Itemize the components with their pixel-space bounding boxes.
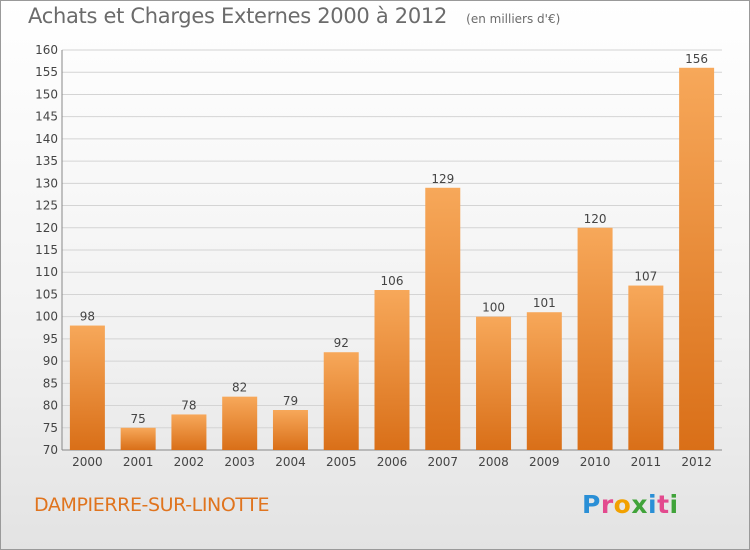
bar-value-label: 98 (80, 310, 95, 324)
y-tick-label: 100 (35, 310, 58, 324)
bar-value-label: 129 (431, 172, 454, 186)
x-tick-label: 2009 (529, 455, 560, 469)
bar (679, 67, 715, 451)
y-tick-label: 140 (35, 132, 58, 146)
title-row: Achats et Charges Externes 2000 à 2012 (… (28, 4, 560, 28)
logo-letter: r (600, 490, 614, 519)
y-tick-label: 115 (35, 243, 58, 257)
logo-letter: i (648, 490, 658, 519)
logo-letter: x (631, 490, 648, 519)
y-tick-label: 95 (43, 332, 58, 346)
bar-value-label: 92 (334, 336, 349, 350)
bar-value-label: 156 (685, 52, 708, 66)
y-tick-label: 130 (35, 176, 58, 190)
bars-layer (69, 67, 715, 451)
bar-value-label: 79 (283, 394, 298, 408)
bar (577, 227, 613, 450)
bar (323, 352, 359, 450)
bar-value-label: 106 (381, 274, 404, 288)
logo-letter: o (613, 490, 632, 519)
logo-letter: t (657, 490, 670, 519)
bar-value-label: 107 (634, 270, 657, 284)
bar-value-label: 101 (533, 296, 556, 310)
bar (120, 427, 156, 450)
logo-letter: i (669, 490, 679, 519)
x-tick-label: 2012 (681, 455, 712, 469)
bar (272, 410, 308, 450)
y-tick-label: 125 (35, 199, 58, 213)
x-tick-label: 2003 (224, 455, 255, 469)
y-tick-label: 155 (35, 65, 58, 79)
commune-name: DAMPIERRE-SUR-LINOTTE (34, 494, 270, 516)
y-tick-label: 85 (43, 376, 58, 390)
chart-title: Achats et Charges Externes 2000 à 2012 (28, 4, 448, 28)
x-tick-label: 2007 (427, 455, 458, 469)
chart-subtitle: (en milliers d'€) (466, 12, 561, 26)
x-tick-label: 2006 (377, 455, 408, 469)
bar (628, 285, 664, 450)
labels-layer: 70 75 80 85 90 95 100 105 110 115 120 125 130 135 140 1… (35, 43, 712, 469)
bar-value-label: 82 (232, 381, 247, 395)
y-tick-label: 110 (35, 265, 58, 279)
bar (526, 312, 562, 450)
x-tick-label: 2002 (174, 455, 205, 469)
bar (476, 316, 512, 450)
y-tick-label: 70 (43, 443, 58, 457)
y-tick-label: 75 (43, 421, 58, 435)
x-tick-label: 2011 (631, 455, 662, 469)
bar-value-label: 120 (584, 212, 607, 226)
y-tick-label: 145 (35, 110, 58, 124)
y-tick-label: 160 (35, 43, 58, 57)
y-tick-label: 120 (35, 221, 58, 235)
bar (425, 187, 461, 450)
bar (374, 290, 410, 450)
logo-letter: P (582, 490, 601, 519)
x-tick-label: 2004 (275, 455, 306, 469)
bar (171, 414, 207, 450)
x-tick-label: 2010 (580, 455, 611, 469)
y-tick-label: 90 (43, 354, 58, 368)
x-tick-label: 2008 (478, 455, 509, 469)
bar (69, 325, 105, 450)
bar-value-label: 75 (131, 412, 146, 426)
proxiti-logo: Proxiti (582, 490, 679, 519)
x-tick-label: 2005 (326, 455, 357, 469)
bar-value-label: 100 (482, 301, 505, 315)
bar (222, 396, 258, 450)
y-tick-label: 80 (43, 399, 58, 413)
y-tick-label: 150 (35, 87, 58, 101)
bar-value-label: 78 (181, 398, 196, 412)
y-tick-label: 135 (35, 154, 58, 168)
x-tick-label: 2000 (72, 455, 103, 469)
x-tick-label: 2001 (123, 455, 154, 469)
y-tick-label: 105 (35, 287, 58, 301)
